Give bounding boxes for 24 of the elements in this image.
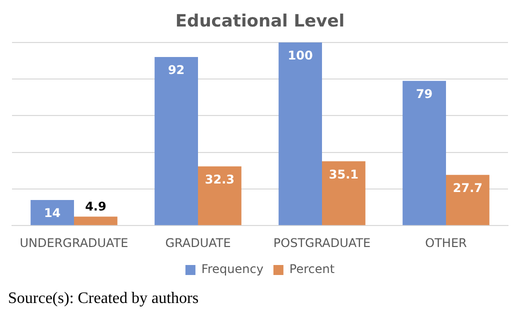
x-tick-label: UNDERGRADUATE [20,236,128,250]
x-tick-label: GRADUATE [165,236,231,250]
data-label: 35.1 [328,167,359,182]
data-label: 4.9 [85,200,106,214]
data-label: 32.3 [204,172,235,187]
bar [278,42,322,226]
data-label: 79 [416,86,433,101]
bar [446,174,490,226]
bar [402,80,446,226]
source-note: Source(s): Created by authors [8,290,200,308]
x-tick-label: OTHER [425,236,467,250]
bar [198,166,242,226]
data-label: 27.7 [452,180,483,195]
data-label: 14 [44,206,61,220]
legend-label: Percent [289,262,335,276]
bar [322,161,366,226]
bar [74,216,118,226]
data-label: 92 [168,63,185,78]
bar [30,200,74,226]
x-tick-label: POSTGRADUATE [273,236,371,250]
bar [154,57,198,226]
legend-label: Frequency [201,262,264,276]
chart-title: Educational Level [175,12,345,32]
data-label: 100 [288,48,313,63]
